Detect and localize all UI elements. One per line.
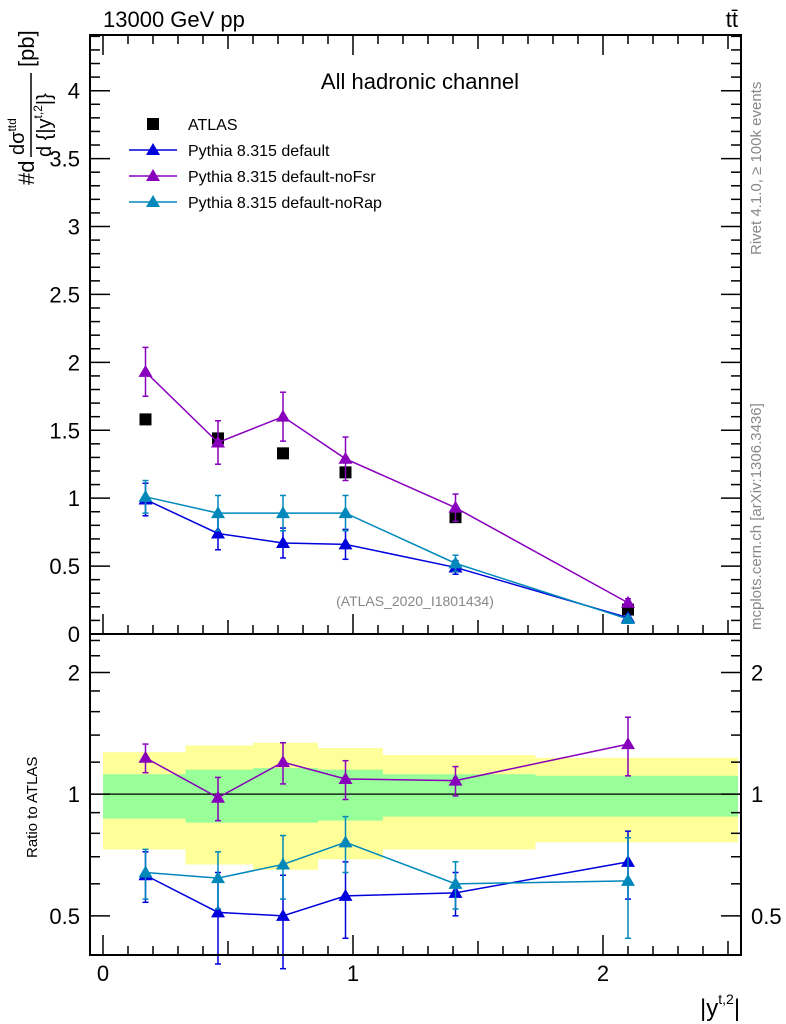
ratio-point-pythia-8-315-default-nofsr	[276, 755, 290, 768]
ylabel-den: d {|y	[34, 118, 56, 157]
main-line-pythia-8-315-default	[145, 498, 629, 619]
y-tick-label: 3.5	[49, 147, 80, 172]
main-point-pythia-8-315-default-nofsr	[448, 500, 463, 513]
ratio-point-pythia-8-315-default	[211, 905, 225, 918]
ratio-point-pythia-8-315-default-norap	[211, 871, 225, 884]
ratio-point-pythia-8-315-default-norap	[338, 835, 353, 848]
stat-band	[535, 775, 738, 817]
ratio-point-pythia-8-315-default-nofsr	[448, 773, 463, 786]
main-point-pythia-8-315-default-norap	[138, 489, 153, 502]
ratio-y-tick-label-right: 1	[751, 782, 763, 807]
x-tick-label: 1	[347, 961, 359, 986]
ylabel-num-sup: ttd	[5, 118, 19, 131]
ratio-y-tick-label: 2	[68, 660, 80, 685]
legend-marker-triangle	[146, 169, 160, 181]
stat-band	[103, 774, 186, 819]
ratio-line-pythia-8-315-default-nofsr	[145, 743, 629, 799]
main-point-pythia-8-315-default-nofsr	[621, 595, 635, 608]
ratio-line-pythia-8-315-default-norap	[145, 841, 629, 885]
legend-marker-triangle	[146, 143, 160, 155]
x-axis-label: |yt,2|	[700, 991, 740, 1022]
y-tick-label: 0	[68, 622, 80, 647]
ratio-y-label: Ratio to ATLAS	[24, 757, 41, 858]
ylabel-den-sup: t,2	[31, 105, 45, 119]
ratio-point-pythia-8-315-default-norap	[276, 857, 290, 870]
header-energy: 13000 GeV pp	[103, 7, 245, 32]
ratio-point-pythia-8-315-default-norap	[448, 876, 463, 889]
legend: ATLAS Pythia 8.315 default Pythia 8.315 de…	[129, 117, 382, 212]
main-point-pythia-8-315-default-norap	[276, 506, 290, 519]
mcplots-label: mcplots.cern.ch [arXiv:1306.3436]	[748, 403, 765, 630]
ratio-y-tick-label: 1	[68, 782, 80, 807]
xlabel-main: |y	[700, 995, 718, 1022]
svg-text:[pb]: [pb]	[14, 30, 39, 67]
main-point-pythia-8-315-default-norap	[211, 506, 225, 519]
rivet-label: Rivet 4.1.0, ≥ 100k events	[748, 82, 765, 255]
main-point-pythia-8-315-default	[211, 526, 225, 539]
ratio-point-pythia-8-315-default-nofsr	[338, 772, 353, 785]
main-point-pythia-8-315-default	[338, 537, 353, 550]
main-point-pythia-8-315-default-norap	[621, 612, 635, 625]
y-tick-label: 3	[68, 215, 80, 240]
ratio-point-pythia-8-315-default-norap	[138, 865, 153, 878]
ratio-y-tick-label-right: 0.5	[751, 904, 782, 929]
ratio-point-pythia-8-315-default-nofsr	[621, 737, 635, 750]
x-tick-label: 2	[597, 961, 609, 986]
y-tick-label: 4	[68, 79, 80, 104]
legend-label: Pythia 8.315 default-noRap	[188, 195, 382, 212]
main-point-atlas	[277, 447, 289, 460]
ratio-point-pythia-8-315-default	[276, 908, 290, 921]
legend-label: ATLAS	[188, 117, 238, 134]
ylabel-prefix: #d	[14, 161, 39, 185]
main-point-atlas	[139, 413, 152, 426]
ylabel-num: dσ	[7, 131, 29, 155]
y-tick-label: 1	[68, 486, 80, 511]
y-tick-label: 1.5	[49, 418, 80, 443]
y-tick-label: 2.5	[49, 282, 80, 307]
main-point-pythia-8-315-default-nofsr	[211, 435, 225, 448]
ratio-point-pythia-8-315-default-nofsr	[138, 750, 153, 763]
ratio-y-tick-label-right: 2	[751, 660, 763, 685]
y-axis-label: #d dσttd d {|yt,2|} [pb]	[5, 30, 56, 185]
plot-title: All hadronic channel	[321, 69, 519, 94]
stat-band	[318, 769, 383, 821]
xlabel-sup: t,2	[718, 991, 734, 1007]
ratio-point-pythia-8-315-default-norap	[621, 873, 635, 886]
svg-text:dσttd: dσttd	[5, 118, 29, 155]
legend-marker-square	[147, 118, 159, 130]
legend-marker-triangle	[146, 195, 160, 207]
y-tick-label: 2	[68, 350, 80, 375]
main-line-pythia-8-315-default-norap	[145, 496, 629, 620]
legend-label: Pythia 8.315 default-noFsr	[188, 169, 376, 186]
ratio-point-pythia-8-315-default	[338, 888, 353, 901]
svg-text:d {|yt,2|}: d {|yt,2|}	[31, 93, 56, 157]
main-point-pythia-8-315-default-norap	[448, 556, 463, 569]
main-point-pythia-8-315-default	[276, 535, 290, 548]
main-line-pythia-8-315-default-nofsr	[144, 371, 629, 604]
main-point-pythia-8-315-default-nofsr	[138, 364, 153, 377]
header-process: tt̄	[726, 7, 738, 32]
legend-label: Pythia 8.315 default	[188, 143, 330, 160]
ylabel-den-end: |}	[34, 93, 56, 105]
xlabel-end: |	[734, 995, 740, 1022]
stat-band	[253, 768, 318, 823]
ylabel-unit: [pb]	[14, 30, 39, 67]
main-point-pythia-8-315-default-nofsr	[276, 409, 290, 422]
analysis-label: (ATLAS_2020_I1801434)	[336, 593, 494, 609]
ratio-panel-frame	[89, 633, 742, 956]
ratio-y-tick-label: 0.5	[49, 904, 80, 929]
main-point-pythia-8-315-default-norap	[338, 506, 353, 519]
ratio-point-pythia-8-315-default-nofsr	[211, 790, 225, 803]
x-tick-label: 0	[97, 961, 109, 986]
svg-text:#d: #d	[14, 161, 39, 185]
ratio-line-pythia-8-315-default	[145, 861, 629, 917]
main-point-pythia-8-315-default-nofsr	[338, 451, 353, 464]
y-tick-label: 0.5	[49, 554, 80, 579]
